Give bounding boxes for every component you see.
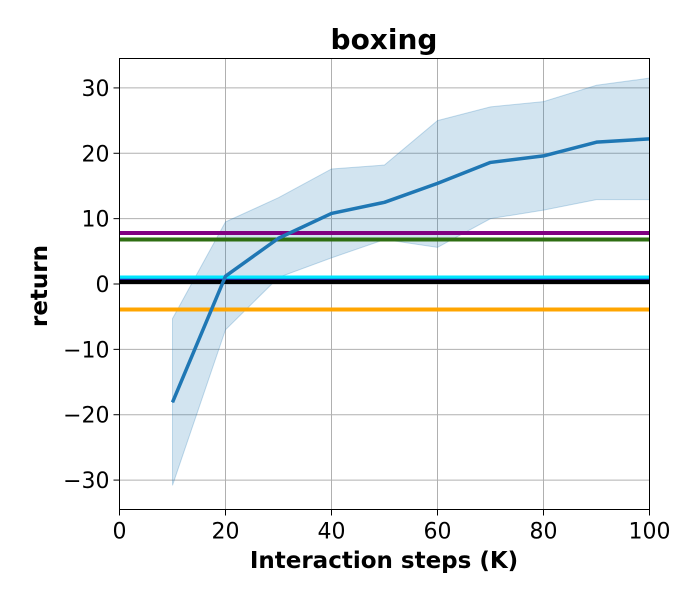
data-point [278,237,279,239]
y-tick-label: −30 [63,469,109,494]
data-point [172,401,173,403]
y-axis-title: return [27,245,53,327]
data-point [384,201,385,203]
x-tick-label: 0 [113,520,127,545]
y-tick-label: 30 [82,77,110,102]
data-point [437,182,438,184]
data-point [490,161,491,163]
data-point [225,275,226,277]
reference-lines [119,231,650,312]
x-tick-label: 100 [629,520,671,545]
x-tick-label: 60 [424,520,452,545]
x-axis-title: Interaction steps (K) [250,548,518,574]
y-tick-label: 0 [96,273,110,298]
x-axis-ticks: 0 20 40 60 80 100 [113,509,671,545]
data-point [331,212,332,214]
y-axis-ticks: −30 −20 −10 0 10 20 30 [63,77,120,494]
y-tick-label: −10 [63,338,109,363]
x-tick-label: 40 [318,520,346,545]
y-tick-label: 10 [82,208,110,233]
chart-title: boxing [331,23,438,56]
data-point [543,155,544,157]
x-tick-label: 20 [212,520,240,545]
data-point [596,141,597,143]
series-line [170,137,650,403]
x-tick-label: 80 [530,520,558,545]
y-tick-label: −20 [63,404,109,429]
y-tick-label: 20 [82,142,110,167]
